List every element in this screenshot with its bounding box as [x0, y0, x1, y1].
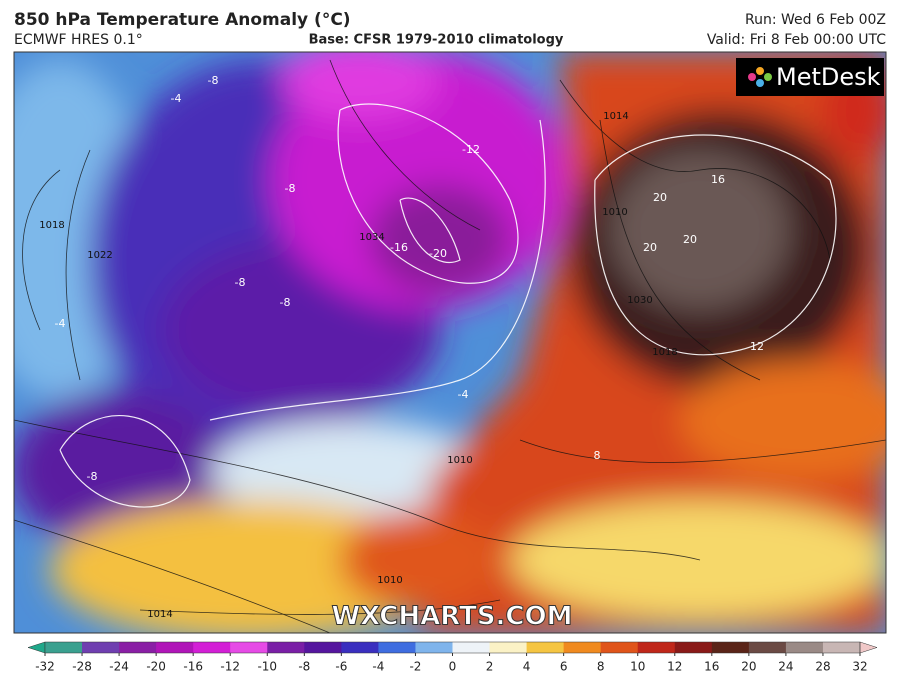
colorbar-tick-label: -4 — [372, 660, 384, 674]
map: MetDesk WXCHARTS.COM — [14, 52, 886, 633]
temperature-label: 16 — [711, 173, 725, 186]
colorbar-segment — [341, 642, 379, 653]
colorbar-segment — [489, 642, 528, 653]
model: ECMWF HRES 0.1° — [14, 32, 143, 48]
temperature-label: -16 — [390, 241, 408, 254]
pressure-label: 1010 — [602, 207, 627, 218]
colorbar-segment — [822, 642, 861, 653]
colorbar-tick-label: 4 — [523, 660, 531, 674]
colorbar-segment — [230, 642, 268, 653]
colorbar-segment — [415, 642, 453, 653]
colorbar-tick-label: -20 — [146, 660, 166, 674]
temperature-label: -4 — [171, 92, 182, 105]
colorbar-tick-label: 8 — [597, 660, 605, 674]
temperature-label: -8 — [208, 74, 219, 87]
colorbar-tick-label: 28 — [815, 660, 830, 674]
temperature-label: -8 — [285, 182, 296, 195]
map-frame — [13, 51, 887, 634]
colorbar-tick-label: 10 — [630, 660, 645, 674]
pressure-label: 1022 — [87, 250, 112, 261]
pressure-label: 1014 — [147, 609, 172, 620]
colorbar-tick-label: -6 — [335, 660, 347, 674]
colorbar-segment — [526, 642, 565, 653]
temperature-label: -8 — [280, 296, 291, 309]
colorbar-tick-label: -16 — [183, 660, 203, 674]
logo-icon — [748, 67, 772, 87]
pressure-label: 1034 — [359, 232, 384, 243]
colorbar-segment — [267, 642, 305, 653]
colorbar-tick-label: 12 — [667, 660, 682, 674]
colorbar-segment — [156, 642, 194, 653]
logo-box — [736, 58, 884, 96]
colorbar-tick-label: 16 — [704, 660, 719, 674]
colorbar-tick-label: -24 — [109, 660, 129, 674]
colorbar-segment — [748, 642, 787, 653]
colorbar-segment — [45, 642, 83, 653]
temperature-label: -12 — [462, 143, 480, 156]
colorbar-segment — [563, 642, 602, 653]
logo: MetDesk — [776, 63, 881, 91]
valid: Valid: Fri 8 Feb 00:00 UTC — [707, 32, 886, 48]
temperature-label: 8 — [594, 449, 601, 462]
pressure-label: 1018 — [652, 347, 677, 358]
temperature-label: 20 — [643, 241, 657, 254]
colorbar-segment — [785, 642, 824, 653]
colorbar-segment — [674, 642, 713, 653]
pressure-label: 1018 — [39, 220, 64, 231]
colorbar-tick-label: -28 — [72, 660, 92, 674]
colorbar-segment — [304, 642, 342, 653]
colorbar-segment — [452, 642, 491, 653]
temperature-label: -8 — [235, 276, 246, 289]
colorbar-tick-label: -8 — [298, 660, 310, 674]
colorbar-tick-label: 32 — [852, 660, 867, 674]
base: Base: CFSR 1979-2010 climatology — [309, 33, 564, 48]
temperature-label: -4 — [55, 317, 66, 330]
pressure-label: 1030 — [627, 295, 652, 306]
colorbar-tick-label: 24 — [778, 660, 793, 674]
title: 850 hPa Temperature Anomaly (°C) — [14, 10, 351, 30]
colorbar-segment — [600, 642, 639, 653]
temperature-label: -4 — [458, 388, 469, 401]
colorbar-tick-label: 0 — [449, 660, 457, 674]
temperature-label: -20 — [429, 247, 447, 260]
watermark: WXCHARTS.COM — [331, 602, 572, 632]
colorbar-segment — [378, 642, 416, 653]
colorbar-segment — [193, 642, 231, 653]
map-labels: -20 -16 -12 -8 -8 -8 -8 -8 -4 -4 -4 8 12 16 20 20 20 1014… — [39, 74, 764, 620]
run: Run: Wed 6 Feb 00Z — [745, 12, 886, 28]
temperature-label: 20 — [653, 191, 667, 204]
colorbar-tick-label: -2 — [409, 660, 421, 674]
colorbar-segment — [711, 642, 750, 653]
colorbar-segment — [82, 642, 120, 653]
colorbar-end — [859, 641, 878, 654]
colorbar-end — [27, 641, 46, 654]
temperature-label: -8 — [87, 470, 98, 483]
colorbar-tick-label: -32 — [35, 660, 55, 674]
colorbar-tick-label: 20 — [741, 660, 756, 674]
colorbar-tick-label: 2 — [486, 660, 494, 674]
pressure-label: 1014 — [603, 111, 628, 122]
colorbar-tick-label: -12 — [220, 660, 240, 674]
temperature-label: 20 — [683, 233, 697, 246]
colorbar-tick-label: -10 — [257, 660, 277, 674]
temperature-label: 12 — [750, 340, 764, 353]
colorbar-segment — [637, 642, 676, 653]
pressure-label: 1010 — [377, 575, 402, 586]
pressure-label: 1010 — [447, 455, 472, 466]
colorbar-segment — [119, 642, 157, 653]
colorbar: -32 -28 -24 -20 -16 -12 -10 -8 -6 -4 -2 0 2 4 6 8 10 12 16… — [27, 641, 878, 674]
colorbar-tick-label: 6 — [560, 660, 568, 674]
